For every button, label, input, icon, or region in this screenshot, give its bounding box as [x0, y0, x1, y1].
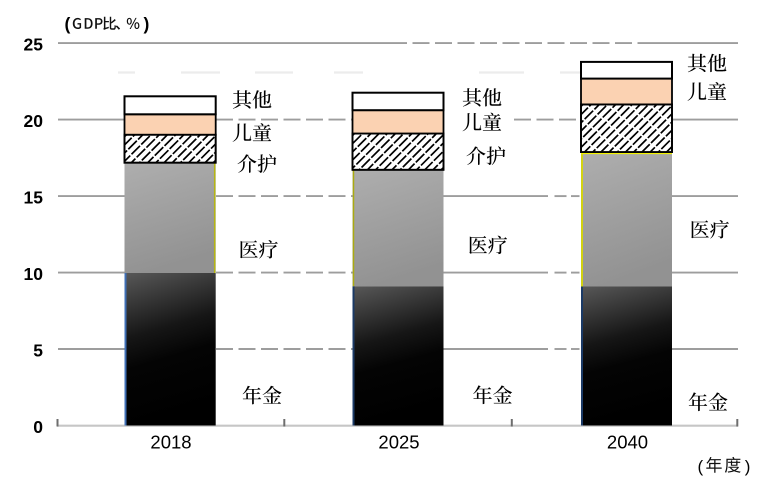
svg-text:2025: 2025 [378, 432, 419, 453]
svg-text:2018: 2018 [150, 432, 191, 453]
svg-text:15: 15 [24, 187, 44, 207]
svg-text:0: 0 [33, 417, 43, 437]
svg-text:): ) [144, 14, 150, 34]
svg-text:10: 10 [24, 264, 44, 284]
svg-text:2040: 2040 [607, 432, 648, 453]
svg-text:20: 20 [24, 111, 44, 131]
svg-text:5: 5 [33, 340, 43, 360]
svg-text:(: ( [65, 14, 71, 34]
svg-text:(: ( [698, 457, 704, 476]
svg-text:25: 25 [24, 34, 44, 54]
svg-text:): ) [745, 457, 751, 476]
